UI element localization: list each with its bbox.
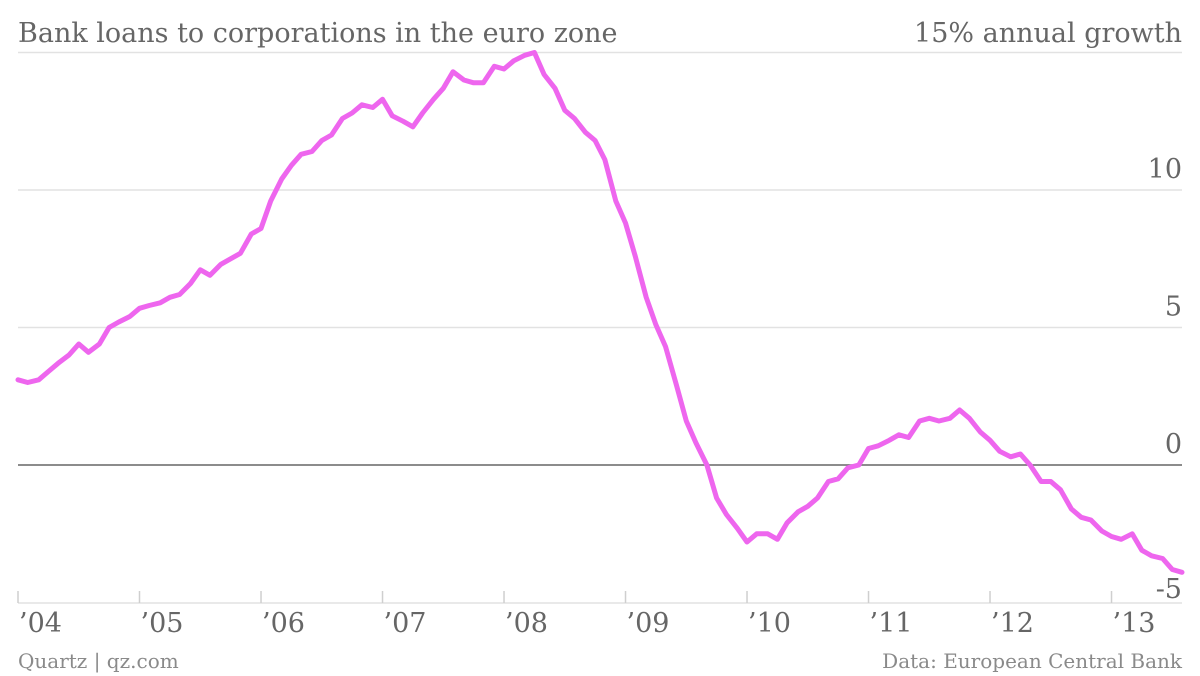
- series-line: [15, 50, 1185, 575]
- x-axis: [17, 591, 1182, 604]
- x-tick-label: ’07: [384, 608, 427, 639]
- y-tick-label: 5: [1165, 292, 1182, 323]
- credit-label: Quartz | qz.com: [18, 649, 179, 674]
- x-tick-label: ’04: [19, 608, 62, 639]
- x-tick-label: ’09: [627, 608, 670, 639]
- tick-labels: 10 5 0 -5 ’04 ’05 ’06 ’07 ’08 ’09 ’10 ’11 ’12 ’13: [19, 154, 1182, 639]
- x-tick-label: ’10: [748, 608, 791, 639]
- x-tick-label: ’08: [505, 608, 548, 639]
- y-tick-label: -5: [1156, 574, 1182, 605]
- x-tick-label: ’06: [262, 608, 305, 639]
- series-layer: [15, 50, 1185, 575]
- chart-title: Bank loans to corporations in the euro z…: [18, 18, 618, 49]
- gridlines: [18, 51, 1182, 466]
- y-tick-label: 0: [1165, 429, 1182, 460]
- y-axis-unit-label: 15% annual growth: [914, 18, 1182, 49]
- x-tick-label: ’13: [1113, 608, 1156, 639]
- source-label: Data: European Central Bank: [882, 649, 1183, 673]
- y-tick-label: 10: [1148, 154, 1182, 185]
- x-tick-label: ’05: [141, 608, 184, 639]
- x-tick-label: ’12: [991, 608, 1034, 639]
- x-tick-label: ’11: [870, 608, 913, 639]
